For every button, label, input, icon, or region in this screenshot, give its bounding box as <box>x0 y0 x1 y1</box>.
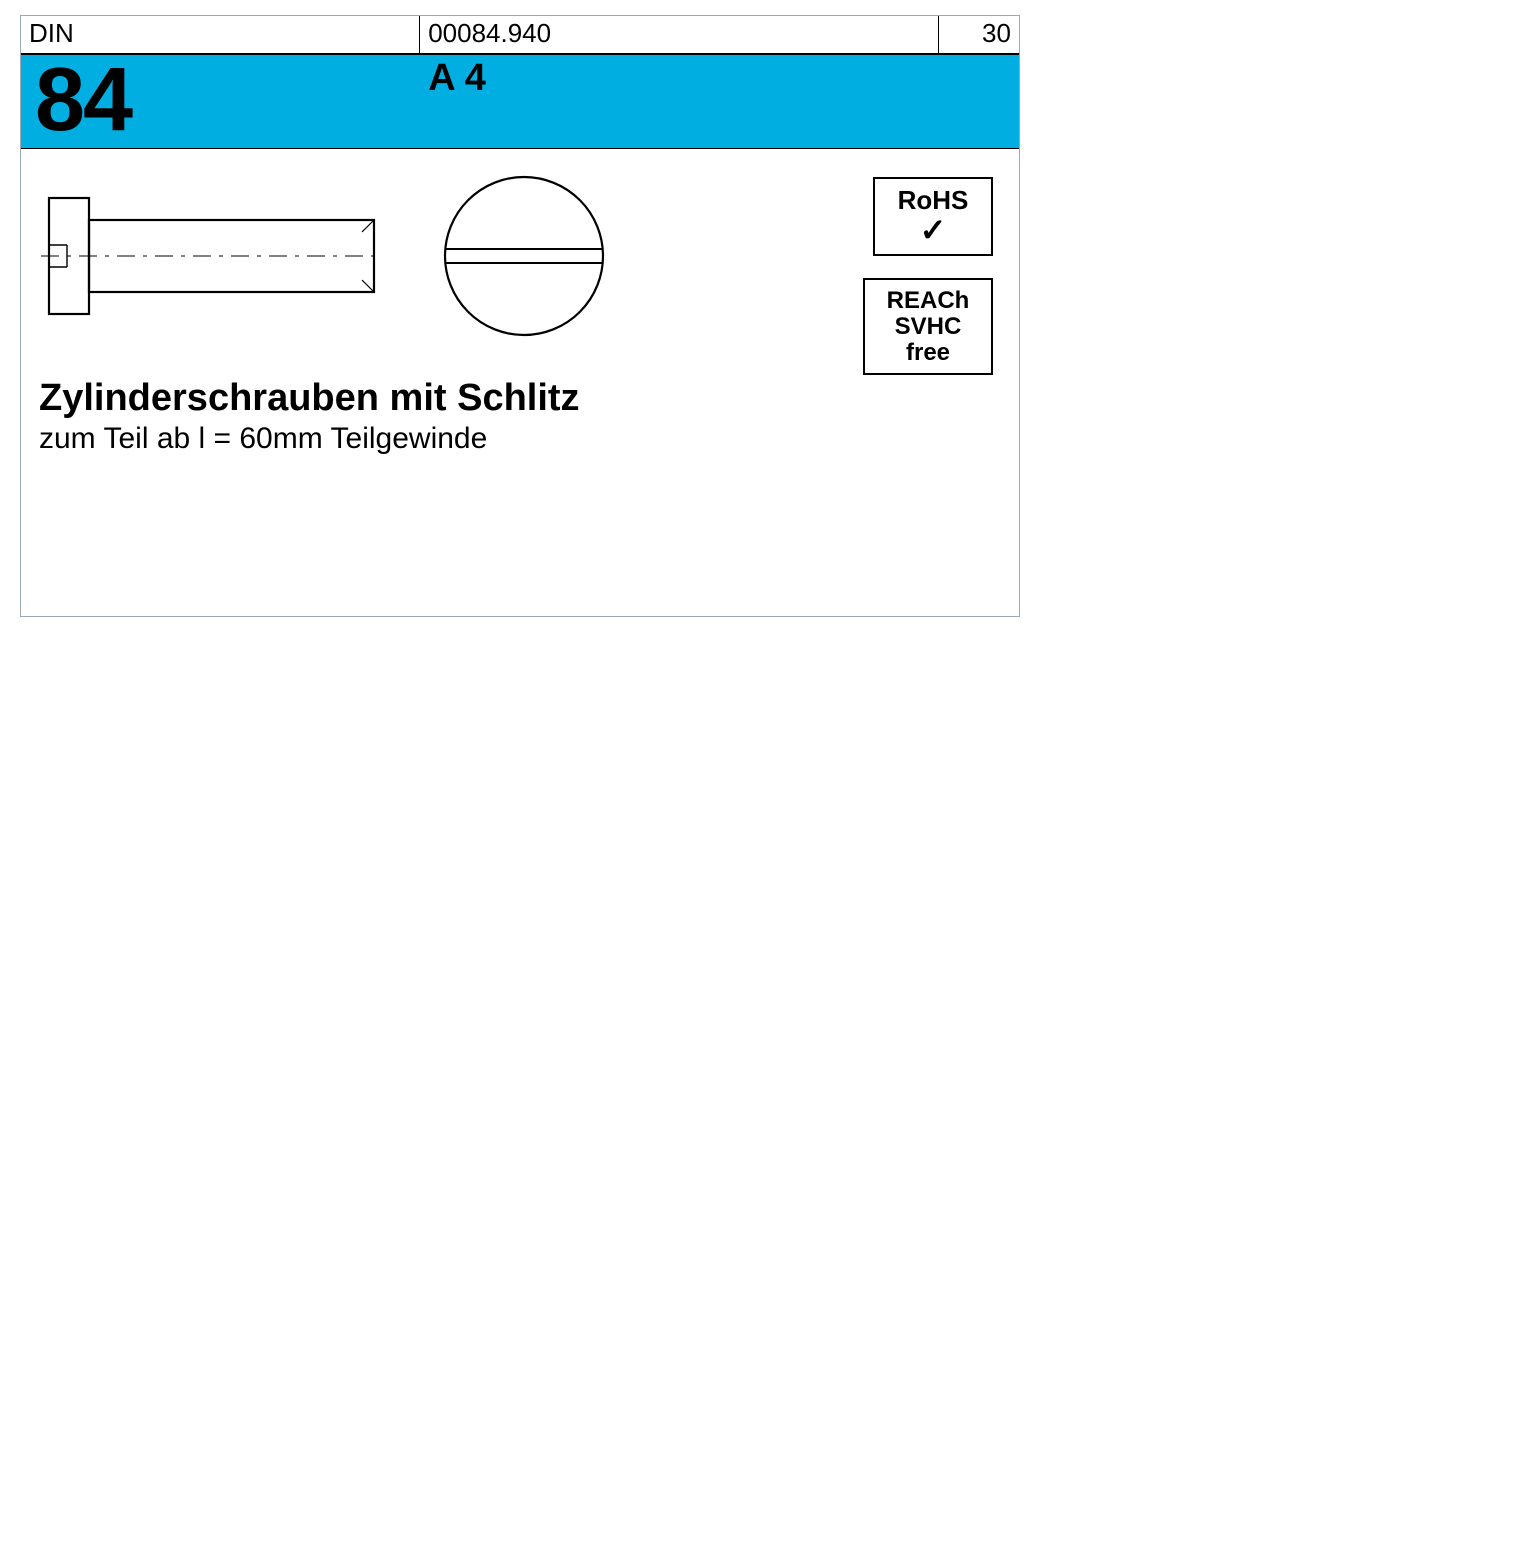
reach-line2: SVHC <box>875 314 981 340</box>
material-spec: A 4 <box>420 55 1019 148</box>
reach-badge: REACh SVHC free <box>863 278 993 375</box>
check-icon: ✓ <box>885 214 981 248</box>
screw-front-view-icon <box>439 171 609 341</box>
product-title: Zylinderschrauben mit Schlitz <box>39 377 1001 420</box>
reach-line3: free <box>875 340 981 366</box>
captions: Zylinderschrauben mit Schlitz zum Teil a… <box>39 377 1001 456</box>
product-subtitle: zum Teil ab l = 60mm Teilgewinde <box>39 422 1001 456</box>
top-header-row: DIN 00084.940 30 <box>21 16 1019 55</box>
standard-banner: 84 A 4 <box>21 55 1019 149</box>
article-code: 00084.940 <box>420 16 939 53</box>
rohs-label: RoHS <box>885 187 981 214</box>
page-number: 30 <box>939 16 1019 53</box>
reach-line1: REACh <box>875 288 981 314</box>
body-area: RoHS ✓ REACh SVHC free Zylinderschrauben… <box>21 149 1019 616</box>
screw-side-view-icon <box>39 186 384 326</box>
rohs-badge: RoHS ✓ <box>873 177 993 256</box>
spec-card: DIN 00084.940 30 84 A 4 RoHS ✓ REACh SVH… <box>20 15 1020 617</box>
din-label: DIN <box>21 16 420 53</box>
standard-number: 84 <box>21 55 420 148</box>
compliance-badges: RoHS ✓ REACh SVHC free <box>863 177 993 375</box>
technical-drawings <box>39 171 1001 341</box>
